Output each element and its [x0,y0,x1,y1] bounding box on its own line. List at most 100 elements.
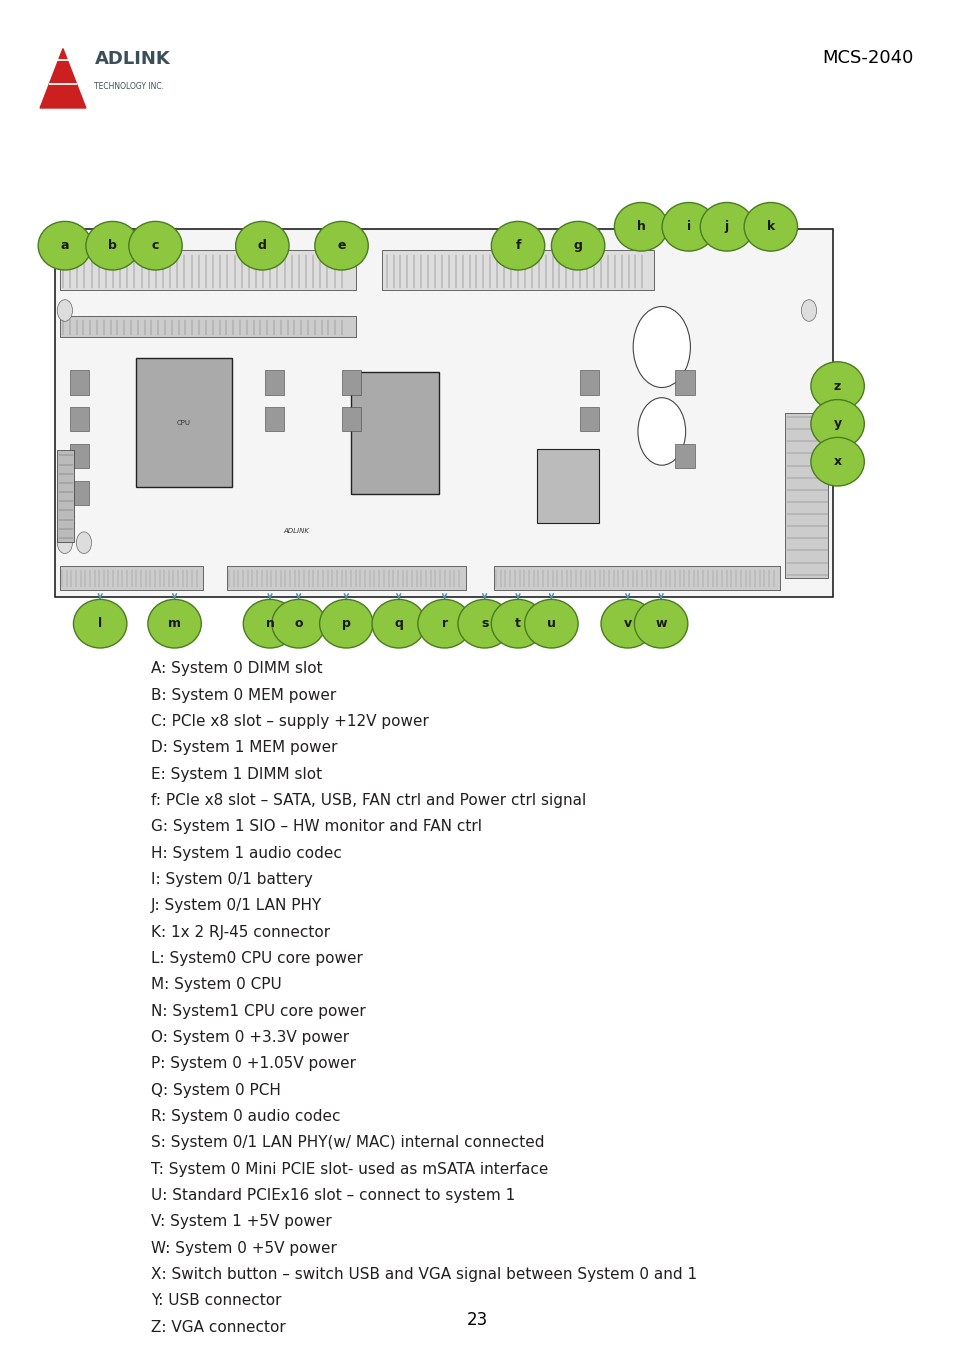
Ellipse shape [524,599,578,648]
Bar [675,370,694,394]
Circle shape [801,532,816,553]
Bar [136,358,232,486]
Bar [70,370,89,394]
Ellipse shape [661,202,715,251]
Text: Q: System 0 PCH: Q: System 0 PCH [151,1083,280,1098]
Ellipse shape [634,599,687,648]
Ellipse shape [700,202,753,251]
Text: q: q [394,617,403,630]
Bar [60,566,203,590]
Text: O: System 0 +3.3V power: O: System 0 +3.3V power [151,1030,349,1045]
Ellipse shape [600,599,654,648]
Text: MCS-2040: MCS-2040 [821,49,913,68]
Bar [265,370,284,394]
Text: U: Standard PCIEx16 slot – connect to system 1: U: Standard PCIEx16 slot – connect to sy… [151,1188,515,1203]
Bar [57,450,74,541]
Ellipse shape [243,599,296,648]
Text: A: System 0 DIMM slot: A: System 0 DIMM slot [151,662,322,676]
Bar [537,450,598,524]
Ellipse shape [314,221,368,270]
Text: l: l [98,617,102,630]
Bar [341,370,360,394]
Text: B: System 0 MEM power: B: System 0 MEM power [151,688,335,703]
Bar [579,408,598,432]
Ellipse shape [457,599,511,648]
Text: p: p [341,617,351,630]
Text: N: System1 CPU core power: N: System1 CPU core power [151,1004,365,1019]
Text: e: e [337,239,345,252]
Text: L: System0 CPU core power: L: System0 CPU core power [151,952,362,967]
Text: f: f [515,239,520,252]
Circle shape [801,300,816,321]
Text: K: 1x 2 RJ-45 connector: K: 1x 2 RJ-45 connector [151,925,330,940]
Circle shape [633,306,690,387]
Ellipse shape [810,400,863,448]
Text: TECHNOLOGY INC.: TECHNOLOGY INC. [94,82,164,90]
Text: J: System 0/1 LAN PHY: J: System 0/1 LAN PHY [151,899,322,914]
Text: ADLINK: ADLINK [94,50,170,69]
Bar [351,373,438,494]
Text: x: x [833,455,841,468]
Text: I: System 0/1 battery: I: System 0/1 battery [151,872,313,887]
Text: Y: USB connector: Y: USB connector [151,1293,281,1308]
Bar [579,370,598,394]
Bar [55,230,832,597]
Ellipse shape [491,599,544,648]
Bar [70,444,89,468]
Circle shape [57,300,72,321]
Ellipse shape [272,599,325,648]
Ellipse shape [319,599,373,648]
Ellipse shape [551,221,604,270]
Text: d: d [257,239,267,252]
Ellipse shape [235,221,289,270]
Circle shape [76,532,91,553]
Text: f: PCIe x8 slot – SATA, USB, FAN ctrl and Power ctrl signal: f: PCIe x8 slot – SATA, USB, FAN ctrl an… [151,794,585,809]
Text: j: j [724,220,728,234]
Ellipse shape [417,599,471,648]
Ellipse shape [491,221,544,270]
Bar [60,250,355,290]
Bar [70,408,89,432]
Text: n: n [265,617,274,630]
Ellipse shape [86,221,139,270]
Polygon shape [40,49,86,108]
Text: c: c [152,239,159,252]
Bar [784,413,827,578]
Text: D: System 1 MEM power: D: System 1 MEM power [151,740,336,756]
Ellipse shape [129,221,182,270]
Ellipse shape [372,599,425,648]
Text: t: t [515,617,520,630]
Text: Z: VGA connector: Z: VGA connector [151,1320,285,1335]
Text: a: a [61,239,69,252]
Bar [381,250,654,290]
Text: C: PCIe x8 slot – supply +12V power: C: PCIe x8 slot – supply +12V power [151,714,428,729]
Text: h: h [636,220,645,234]
Ellipse shape [73,599,127,648]
Text: V: System 1 +5V power: V: System 1 +5V power [151,1215,331,1230]
Ellipse shape [810,437,863,486]
Text: G: System 1 SIO – HW monitor and FAN ctrl: G: System 1 SIO – HW monitor and FAN ctr… [151,819,481,834]
Text: z: z [833,379,841,393]
Ellipse shape [810,362,863,410]
Text: r: r [441,617,447,630]
Text: u: u [546,617,556,630]
Text: CPU: CPU [177,420,191,427]
Ellipse shape [38,221,91,270]
Text: o: o [294,617,302,630]
Bar [494,566,780,590]
Text: E: System 1 DIMM slot: E: System 1 DIMM slot [151,767,321,782]
Text: M: System 0 CPU: M: System 0 CPU [151,977,281,992]
Text: g: g [573,239,582,252]
Ellipse shape [614,202,667,251]
Bar [341,408,360,432]
Text: w: w [655,617,666,630]
Text: m: m [168,617,181,630]
Circle shape [638,398,685,466]
Bar [60,316,355,338]
Text: T: System 0 Mini PCIE slot- used as mSATA interface: T: System 0 Mini PCIE slot- used as mSAT… [151,1161,548,1177]
Text: y: y [833,417,841,431]
Text: P: System 0 +1.05V power: P: System 0 +1.05V power [151,1056,355,1072]
Text: R: System 0 audio codec: R: System 0 audio codec [151,1110,340,1125]
Text: k: k [766,220,774,234]
Ellipse shape [743,202,797,251]
